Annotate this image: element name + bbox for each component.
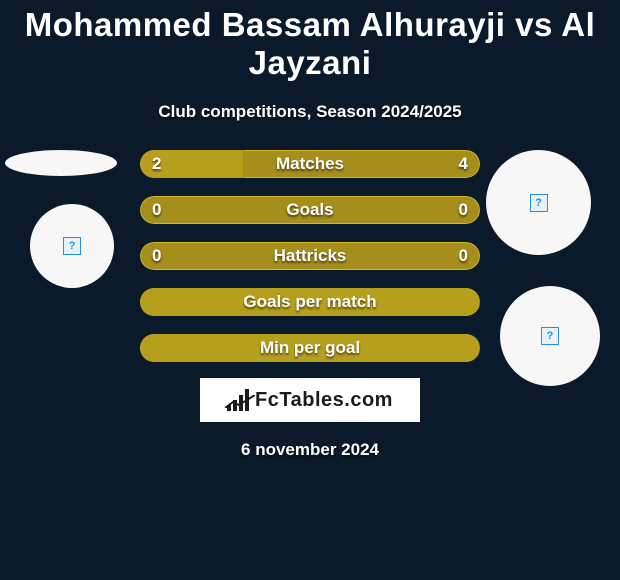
- stat-bar-value-right: 4: [459, 150, 468, 178]
- date-text: 6 november 2024: [0, 440, 620, 460]
- comparison-stage: ? ? ? Matches24Goals00Hattricks00Goals p…: [0, 150, 620, 490]
- stat-bar-row: Goals0 0: [140, 196, 480, 224]
- stat-bar-row: Hattricks0 0: [140, 242, 480, 270]
- stat-bar-label: Goals: [140, 196, 480, 224]
- stat-bar-label: Matches: [140, 150, 480, 178]
- stat-bar-value-right: 0: [459, 196, 468, 224]
- placeholder-icon: ?: [530, 194, 548, 212]
- stat-bar-value-left: 2: [152, 150, 161, 178]
- brand-box: FcTables.com: [200, 378, 420, 422]
- stat-bar-value-right: 0: [459, 242, 468, 270]
- page-subtitle: Club competitions, Season 2024/2025: [0, 102, 620, 122]
- player-right-avatar-circle-1: ?: [486, 150, 591, 255]
- player-left-avatar-circle: ?: [30, 204, 114, 288]
- stat-bars: Matches24Goals00Hattricks00Goals per mat…: [140, 150, 480, 380]
- stat-bar-row: Matches2 4: [140, 150, 480, 178]
- stat-bar-label: Hattricks: [140, 242, 480, 270]
- stat-bar-row: Goals per match: [140, 288, 480, 316]
- placeholder-icon: ?: [541, 327, 559, 345]
- stat-bar-label: Goals per match: [140, 288, 480, 316]
- player-right-avatar-circle-2: ?: [500, 286, 600, 386]
- stat-bar-value-left: 0: [152, 242, 161, 270]
- brand-text: FcTables.com: [255, 389, 393, 412]
- page-title: Mohammed Bassam Alhurayji vs Al Jayzani: [0, 0, 620, 82]
- brand-logo-icon: [227, 389, 249, 411]
- player-left-ellipse: [5, 150, 117, 176]
- placeholder-icon: ?: [63, 237, 81, 255]
- stat-bar-label: Min per goal: [140, 334, 480, 362]
- stat-bar-value-left: 0: [152, 196, 161, 224]
- stat-bar-row: Min per goal: [140, 334, 480, 362]
